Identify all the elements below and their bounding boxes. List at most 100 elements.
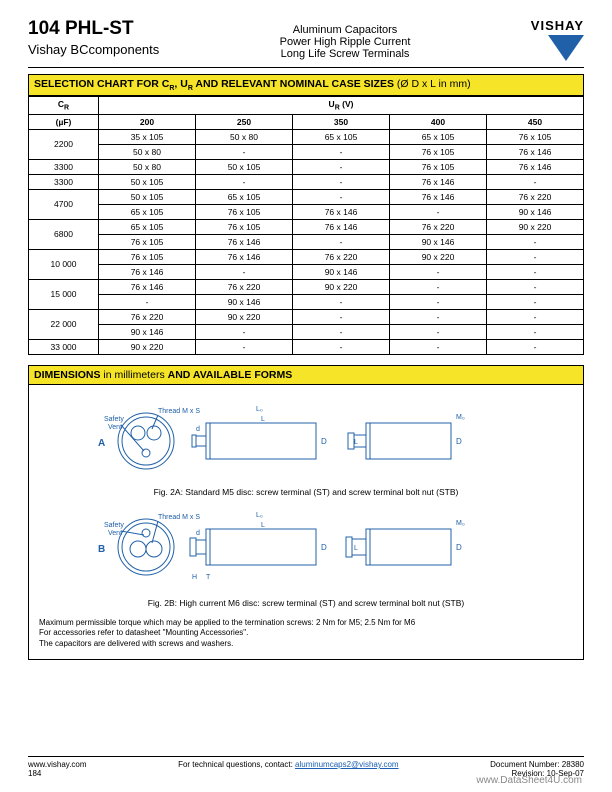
size-cell: 90 x 146 xyxy=(293,264,390,279)
cap-cell: 3300 xyxy=(29,174,99,189)
size-cell: 76 x 105 xyxy=(99,234,196,249)
size-cell: - xyxy=(293,324,390,339)
svg-text:D: D xyxy=(321,543,327,552)
cap-cell: 10 000 xyxy=(29,249,99,279)
size-cell: - xyxy=(293,144,390,159)
size-cell: - xyxy=(487,339,584,354)
size-cell: 76 x 146 xyxy=(293,219,390,234)
fig-2b-caption: Fig. 2B: High current M6 disc: screw ter… xyxy=(39,598,573,608)
vishay-logo: VISHAY xyxy=(531,18,584,61)
svg-text:Safety: Safety xyxy=(104,416,124,423)
svg-text:d: d xyxy=(196,426,200,433)
contact-email-link[interactable]: aluminumcaps2@vishay.com xyxy=(295,760,399,769)
svg-text:L: L xyxy=(354,439,358,446)
company: Vishay BCcomponents xyxy=(28,42,159,57)
header: 104 PHL-ST Vishay BCcomponents Aluminum … xyxy=(28,18,584,61)
size-cell: - xyxy=(293,309,390,324)
svg-text:D: D xyxy=(456,437,462,446)
cap-cell: 2200 xyxy=(29,129,99,159)
svg-text:L: L xyxy=(261,522,265,529)
size-cell: 76 x 220 xyxy=(99,309,196,324)
size-cell: 65 x 105 xyxy=(390,129,487,144)
selection-title: SELECTION CHART FOR CR, UR AND RELEVANT … xyxy=(28,74,584,96)
doc-number: Document Number: 28380 xyxy=(490,760,584,769)
size-cell: 50 x 105 xyxy=(196,159,293,174)
size-cell: - xyxy=(487,294,584,309)
svg-text:A: A xyxy=(98,438,105,449)
size-cell: 76 x 146 xyxy=(390,189,487,204)
size-cell: - xyxy=(196,144,293,159)
svg-text:D: D xyxy=(321,437,327,446)
size-cell: 90 x 220 xyxy=(487,219,584,234)
svg-text:M₀: M₀ xyxy=(456,414,465,421)
svg-text:Vent: Vent xyxy=(108,424,122,431)
part-number: 104 PHL-ST xyxy=(28,18,159,40)
size-cell: - xyxy=(390,339,487,354)
size-cell: 76 x 146 xyxy=(196,234,293,249)
size-cell: - xyxy=(487,249,584,264)
selection-table: CR UR (V) (µF) 200250350400450 220035 x … xyxy=(28,96,584,355)
size-cell: - xyxy=(196,174,293,189)
size-cell: 76 x 105 xyxy=(99,249,196,264)
size-cell: - xyxy=(293,294,390,309)
size-cell: 90 x 220 xyxy=(196,309,293,324)
svg-text:D: D xyxy=(456,543,462,552)
footer-url: www.vishay.com xyxy=(28,760,87,769)
figure-2b-diagram: Safety Vent Thread M x S B L₀ L D d xyxy=(96,507,516,592)
size-cell: 90 x 220 xyxy=(99,339,196,354)
size-cell: 50 x 105 xyxy=(99,189,196,204)
size-cell: 35 x 105 xyxy=(99,129,196,144)
cap-cell: 22 000 xyxy=(29,309,99,339)
col-cr: CR xyxy=(29,97,99,115)
desc-line-3: Long Life Screw Terminals xyxy=(280,48,411,60)
svg-text:L₀: L₀ xyxy=(256,406,263,413)
svg-text:d: d xyxy=(196,530,200,537)
svg-text:L: L xyxy=(261,416,265,423)
size-cell: 50 x 80 xyxy=(99,144,196,159)
svg-text:T: T xyxy=(206,574,211,581)
size-cell: - xyxy=(390,204,487,219)
size-cell: - xyxy=(293,234,390,249)
size-cell: - xyxy=(196,324,293,339)
size-cell: - xyxy=(99,294,196,309)
cap-cell: 3300 xyxy=(29,159,99,174)
logo-triangle-icon xyxy=(548,35,584,61)
svg-text:H: H xyxy=(192,574,197,581)
notes: Maximum permissible torque which may be … xyxy=(39,618,573,649)
size-cell: 76 x 146 xyxy=(196,249,293,264)
size-cell: - xyxy=(196,264,293,279)
voltage-header: 200 xyxy=(99,114,196,129)
figure-2a-diagram: Safety Vent Thread M x S A L₀ L D d xyxy=(96,401,516,481)
voltage-header: 450 xyxy=(487,114,584,129)
size-cell: - xyxy=(390,324,487,339)
size-cell: - xyxy=(487,309,584,324)
size-cell: - xyxy=(390,264,487,279)
desc-line-2: Power High Ripple Current xyxy=(280,36,411,48)
figure-2a-row: Safety Vent Thread M x S A L₀ L D d xyxy=(39,401,573,481)
voltage-header: 400 xyxy=(390,114,487,129)
size-cell: - xyxy=(487,264,584,279)
size-cell: - xyxy=(487,279,584,294)
cap-cell: 6800 xyxy=(29,219,99,249)
size-cell: 76 x 220 xyxy=(196,279,293,294)
size-cell: 90 x 146 xyxy=(99,324,196,339)
watermark: www.DataSheet4U.com xyxy=(476,775,582,786)
cap-cell: 15 000 xyxy=(29,279,99,309)
size-cell: 76 x 220 xyxy=(487,189,584,204)
size-cell: - xyxy=(196,339,293,354)
svg-text:Thread M x S: Thread M x S xyxy=(158,408,200,415)
size-cell: 90 x 146 xyxy=(390,234,487,249)
cap-cell: 33 000 xyxy=(29,339,99,354)
desc-line-1: Aluminum Capacitors xyxy=(280,24,411,36)
size-cell: 50 x 80 xyxy=(99,159,196,174)
size-cell: 76 x 146 xyxy=(293,204,390,219)
svg-text:L₀: L₀ xyxy=(256,512,263,519)
size-cell: 65 x 105 xyxy=(99,204,196,219)
size-cell: 90 x 146 xyxy=(487,204,584,219)
size-cell: 76 x 105 xyxy=(196,204,293,219)
cap-cell: 4700 xyxy=(29,189,99,219)
size-cell: - xyxy=(293,174,390,189)
size-cell: - xyxy=(293,189,390,204)
size-cell: 50 x 105 xyxy=(99,174,196,189)
size-cell: - xyxy=(390,294,487,309)
